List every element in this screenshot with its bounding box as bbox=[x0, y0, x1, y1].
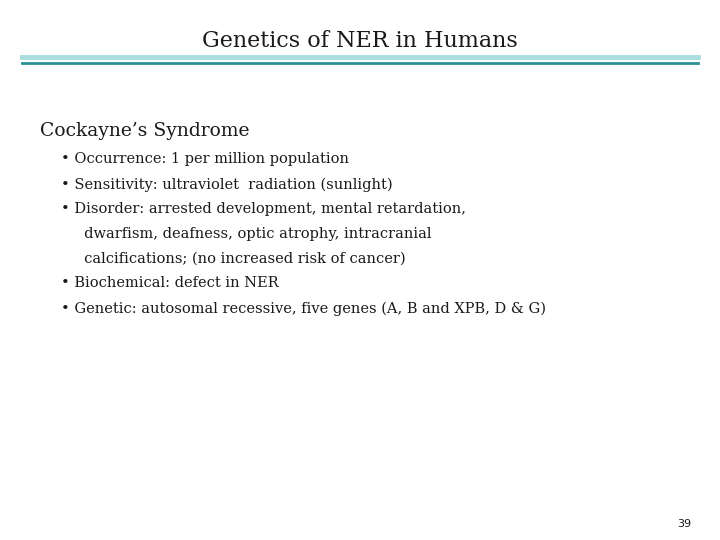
Text: • Disorder: arrested development, mental retardation,: • Disorder: arrested development, mental… bbox=[61, 202, 467, 216]
Text: Cockayne’s Syndrome: Cockayne’s Syndrome bbox=[40, 122, 249, 139]
Text: 39: 39 bbox=[677, 519, 691, 529]
Text: Genetics of NER in Humans: Genetics of NER in Humans bbox=[202, 30, 518, 52]
Text: dwarfism, deafness, optic atrophy, intracranial: dwarfism, deafness, optic atrophy, intra… bbox=[61, 227, 432, 241]
Text: • Genetic: autosomal recessive, five genes (A, B and XPB, D & G): • Genetic: autosomal recessive, five gen… bbox=[61, 301, 546, 316]
Text: • Biochemical: defect in NER: • Biochemical: defect in NER bbox=[61, 276, 279, 291]
Text: • Sensitivity: ultraviolet  radiation (sunlight): • Sensitivity: ultraviolet radiation (su… bbox=[61, 177, 393, 192]
Text: calcifications; (no increased risk of cancer): calcifications; (no increased risk of ca… bbox=[61, 252, 406, 266]
Text: • Occurrence: 1 per million population: • Occurrence: 1 per million population bbox=[61, 152, 349, 166]
